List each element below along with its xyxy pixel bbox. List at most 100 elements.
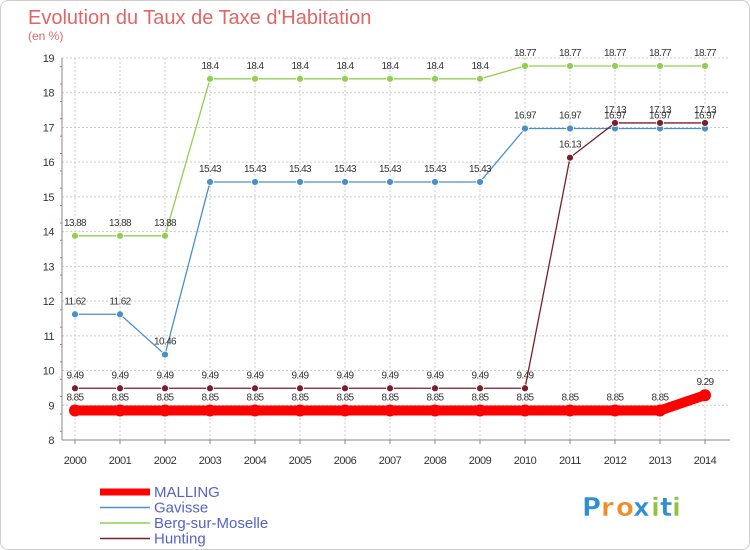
data-point-berg-sur-moselle (566, 62, 574, 70)
data-label-gavisse: 15.43 (289, 164, 312, 175)
logo-letter: t (660, 493, 672, 523)
data-label-hunting: 9.49 (381, 370, 399, 381)
data-label-hunting: 9.49 (156, 370, 174, 381)
data-label-gavisse: 11.62 (64, 296, 86, 307)
data-point-hunting (656, 119, 664, 127)
data-point-gavisse (116, 310, 124, 319)
data-point-malling (384, 404, 396, 417)
data-point-malling (69, 404, 81, 417)
data-point-malling (159, 404, 171, 417)
data-point-gavisse (341, 178, 349, 186)
data-label-hunting: 17.13 (649, 105, 672, 116)
data-point-malling (699, 389, 711, 402)
data-point-gavisse (476, 178, 484, 186)
data-label-hunting: 9.49 (201, 370, 219, 381)
data-label-hunting: 9.49 (111, 370, 129, 381)
data-label-berg-sur-moselle: 13.88 (154, 218, 177, 229)
data-label-hunting: 9.49 (66, 370, 84, 381)
y-tick-label: 12 (43, 296, 55, 308)
data-point-hunting (341, 384, 349, 393)
data-label-malling: 8.85 (336, 392, 354, 403)
logo-letter: P (582, 493, 601, 523)
data-label-berg-sur-moselle: 18.77 (604, 48, 627, 59)
data-point-malling (474, 404, 486, 417)
logo-letter: i (651, 493, 660, 523)
data-point-berg-sur-moselle (341, 74, 349, 83)
data-point-hunting (116, 384, 124, 393)
data-point-gavisse (296, 178, 304, 186)
y-tick-label: 14 (43, 227, 55, 239)
data-point-malling (429, 404, 441, 417)
data-label-hunting: 17.13 (694, 105, 717, 116)
logo-letter: i (672, 493, 681, 523)
data-label-hunting: 9.49 (246, 370, 264, 381)
data-point-berg-sur-moselle (701, 62, 709, 70)
data-point-berg-sur-moselle (116, 231, 124, 240)
data-point-hunting (386, 384, 394, 393)
data-point-hunting (206, 384, 214, 393)
data-point-malling (114, 404, 126, 417)
data-label-gavisse: 15.43 (469, 164, 492, 175)
logo-letter: r (601, 493, 614, 523)
data-label-hunting: 9.49 (426, 370, 444, 381)
data-label-gavisse: 16.97 (604, 110, 627, 121)
data-label-berg-sur-moselle: 18.77 (649, 48, 672, 59)
chart-subtitle: (en %) (28, 29, 63, 43)
legend-label-hunting: Hunting (154, 531, 206, 548)
data-point-hunting (431, 384, 439, 393)
data-point-gavisse (71, 310, 79, 319)
x-tick-label: 2007 (379, 455, 402, 467)
data-label-berg-sur-moselle: 18.4 (291, 61, 309, 72)
data-point-berg-sur-moselle (431, 74, 439, 83)
data-label-gavisse: 15.43 (424, 164, 447, 175)
data-point-berg-sur-moselle (656, 62, 664, 70)
data-point-gavisse (566, 124, 574, 133)
data-point-hunting (611, 119, 619, 127)
data-label-malling: 8.85 (246, 392, 264, 403)
data-label-hunting: 16.13 (559, 140, 582, 151)
logo-letter: x (633, 493, 650, 523)
data-label-malling: 8.85 (471, 392, 489, 403)
x-tick-label: 2002 (154, 455, 177, 467)
x-tick-label: 2001 (109, 455, 132, 467)
y-tick-label: 13 (43, 261, 55, 273)
data-label-berg-sur-moselle: 13.88 (109, 218, 132, 229)
data-label-gavisse: 15.43 (199, 164, 222, 175)
data-point-hunting (296, 384, 304, 393)
y-tick-label: 17 (43, 122, 55, 134)
data-point-malling (294, 404, 306, 417)
x-tick-label: 2011 (559, 455, 581, 467)
data-label-gavisse: 16.97 (694, 110, 717, 121)
data-point-berg-sur-moselle (476, 74, 484, 83)
y-tick-label: 19 (43, 53, 55, 65)
x-tick-label: 2000 (64, 455, 87, 467)
x-tick-label: 2014 (694, 455, 717, 467)
data-point-hunting (521, 384, 529, 393)
data-label-malling: 8.85 (606, 392, 624, 403)
data-label-malling: 8.85 (381, 392, 399, 403)
data-label-berg-sur-moselle: 13.88 (64, 218, 87, 229)
data-label-gavisse: 15.43 (379, 164, 402, 175)
y-tick-label: 9 (48, 400, 54, 412)
data-label-malling: 8.85 (561, 392, 579, 403)
data-label-malling: 8.85 (291, 392, 309, 403)
data-label-hunting: 9.49 (471, 370, 489, 381)
data-point-malling (339, 404, 351, 417)
x-tick-label: 2013 (649, 455, 672, 467)
data-label-malling: 8.85 (516, 392, 534, 403)
data-point-gavisse (206, 178, 214, 186)
data-label-berg-sur-moselle: 18.4 (426, 61, 444, 72)
data-label-gavisse: 10.46 (154, 337, 177, 348)
y-tick-label: 8 (48, 435, 54, 447)
data-point-gavisse (386, 178, 394, 186)
data-point-hunting (251, 384, 259, 393)
data-point-hunting (566, 153, 574, 162)
x-tick-label: 2012 (604, 455, 627, 467)
y-tick-label: 10 (43, 366, 55, 378)
data-label-gavisse: 16.97 (649, 110, 672, 121)
data-point-malling (654, 404, 666, 417)
data-point-berg-sur-moselle (521, 62, 529, 70)
